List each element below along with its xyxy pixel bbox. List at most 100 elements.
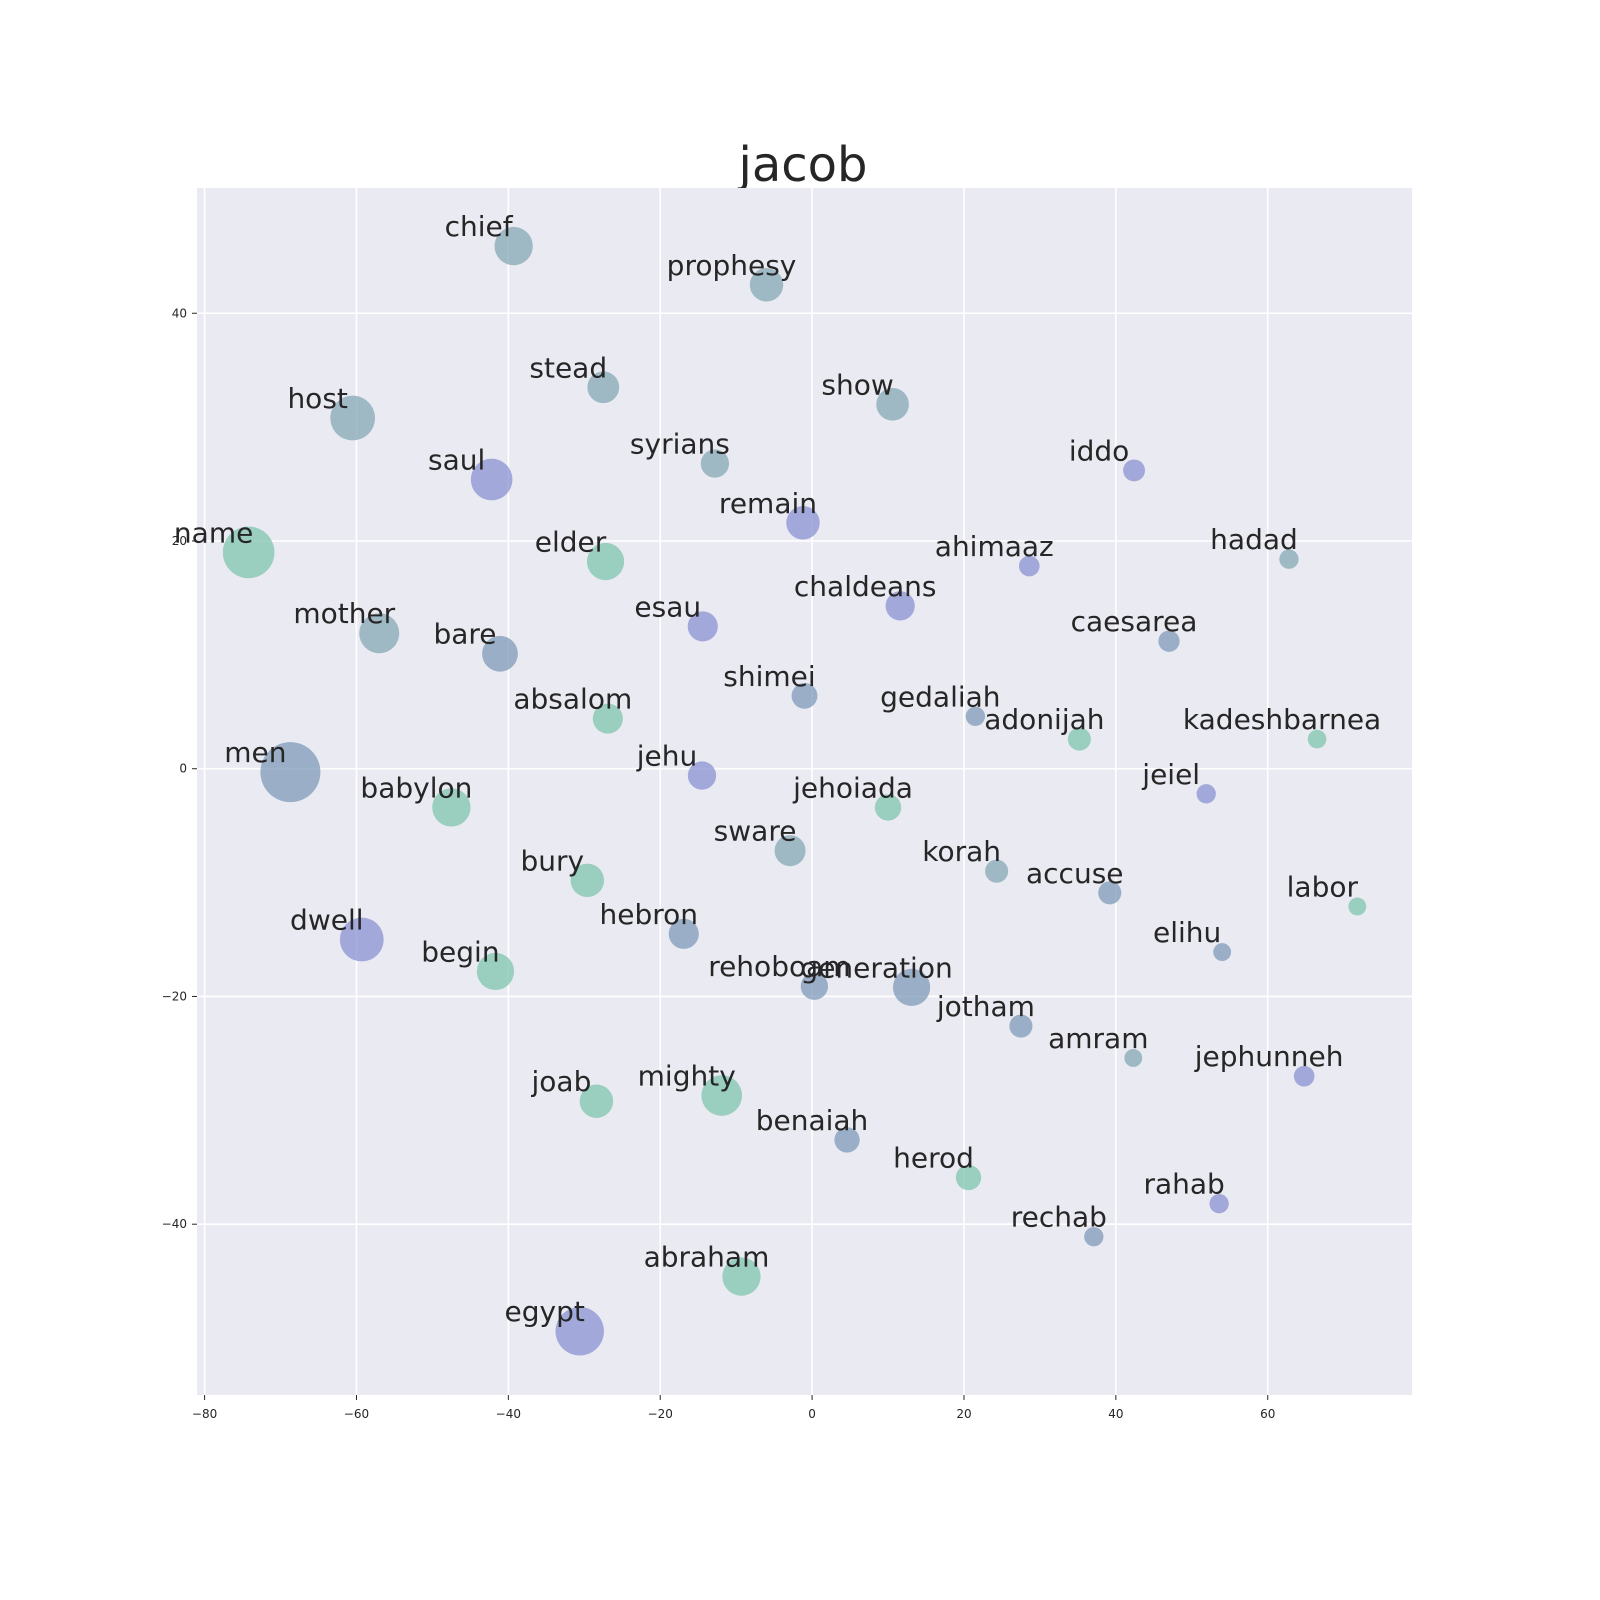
- point-gedaliah: [965, 706, 986, 727]
- x-tick-label: −40: [496, 1407, 521, 1421]
- point-rahab: [1209, 1194, 1229, 1214]
- point-benaiah: [834, 1127, 860, 1153]
- point-sware: [774, 835, 806, 867]
- point-men: [260, 742, 321, 803]
- point-label-chief: chief: [445, 210, 514, 243]
- point-label-jeiel: jeiel: [1141, 758, 1200, 791]
- chart-title: jacob: [738, 137, 868, 193]
- point-dwell: [339, 917, 384, 962]
- point-label-joab: joab: [531, 1065, 592, 1098]
- point-absalom: [592, 703, 623, 734]
- point-abraham: [722, 1257, 761, 1296]
- point-label-show: show: [821, 368, 893, 401]
- point-adonijah: [1067, 727, 1091, 751]
- point-caesarea: [1158, 630, 1180, 652]
- point-korah: [985, 859, 1009, 883]
- point-label-kadeshbarnea: kadeshbarnea: [1183, 703, 1381, 736]
- point-label-remain: remain: [719, 487, 817, 520]
- x-axis-ticks: −80 −60 −40 −20 0 20 40 60: [192, 1395, 1275, 1421]
- point-label-hadad: hadad: [1210, 523, 1298, 556]
- point-hebron: [668, 918, 699, 949]
- point-syrians: [700, 449, 730, 478]
- point-bare: [482, 635, 518, 672]
- point-mighty: [701, 1075, 743, 1116]
- point-label-name: name: [174, 516, 253, 549]
- y-tick-label: −40: [162, 1217, 187, 1231]
- point-esau: [687, 611, 718, 642]
- point-label-ahimaaz: ahimaaz: [935, 530, 1054, 563]
- point-label-shimei: shimei: [723, 660, 815, 693]
- point-rehoboam: [800, 972, 829, 1000]
- y-tick-label: 20: [172, 534, 187, 548]
- point-label-bare: bare: [433, 618, 496, 651]
- point-label-men: men: [224, 736, 286, 769]
- point-label-host: host: [287, 382, 347, 415]
- x-tick-label: −20: [648, 1407, 673, 1421]
- point-label-generation: generation: [800, 951, 952, 984]
- point-label-stead: stead: [529, 351, 607, 384]
- point-label-elihu: elihu: [1153, 916, 1221, 949]
- x-tick-label: 20: [956, 1407, 971, 1421]
- point-label-abraham: abraham: [644, 1241, 770, 1274]
- point-label-adonijah: adonijah: [984, 703, 1104, 736]
- y-tick-label: 0: [179, 762, 187, 776]
- grid-lines: [197, 188, 1412, 1395]
- point-chief: [494, 226, 533, 266]
- point-elihu: [1213, 943, 1232, 961]
- point-jeiel: [1196, 784, 1216, 804]
- x-tick-label: 60: [1260, 1407, 1275, 1421]
- point-labor: [1348, 897, 1367, 916]
- point-amram: [1124, 1049, 1143, 1067]
- point-label-chaldeans: chaldeans: [794, 570, 937, 603]
- point-name: [222, 526, 275, 579]
- point-joab: [579, 1084, 614, 1118]
- point-bury: [570, 863, 605, 898]
- point-chaldeans: [885, 591, 915, 621]
- point-label-jehu: jehu: [636, 740, 698, 773]
- point-label-labor: labor: [1287, 871, 1359, 904]
- point-babylon: [432, 788, 471, 827]
- point-kadeshbarnea: [1307, 729, 1327, 749]
- point-ahimaaz: [1018, 555, 1040, 577]
- point-generation: [892, 968, 931, 1006]
- point-label-hebron: hebron: [599, 898, 698, 931]
- point-hadad: [1279, 549, 1299, 569]
- point-jehoiada: [874, 794, 902, 821]
- point-accuse: [1098, 881, 1122, 905]
- point-label-korah: korah: [922, 835, 1001, 868]
- x-tick-label: −80: [192, 1407, 217, 1421]
- point-mother: [359, 613, 400, 654]
- point-label-syrians: syrians: [630, 428, 730, 461]
- x-tick-label: 40: [1108, 1407, 1123, 1421]
- point-elder: [586, 542, 625, 581]
- y-axis-ticks: −40 −20 0 20 40: [162, 306, 197, 1231]
- point-egypt: [555, 1307, 604, 1356]
- point-label-saul: saul: [428, 444, 485, 477]
- point-jehu: [687, 761, 717, 790]
- data-labels: chief prophesy stead show host syrians iddo sau…: [174, 210, 1381, 1328]
- point-label-accuse: accuse: [1026, 857, 1124, 890]
- point-shimei: [791, 682, 818, 709]
- point-jephunneh: [1293, 1065, 1315, 1087]
- point-label-jehoiada: jehoiada: [792, 771, 913, 804]
- x-tick-label: −60: [344, 1407, 369, 1421]
- point-rechab: [1084, 1227, 1104, 1247]
- point-label-herod: herod: [893, 1142, 974, 1175]
- point-label-jephunneh: jephunneh: [1194, 1040, 1344, 1073]
- point-show: [876, 388, 909, 421]
- point-label-rehoboam: rehoboam: [708, 950, 850, 983]
- point-herod: [955, 1164, 982, 1191]
- point-host: [330, 395, 376, 441]
- point-begin: [476, 952, 515, 991]
- point-label-jotham: jotham: [936, 990, 1035, 1023]
- point-label-prophesy: prophesy: [667, 249, 797, 282]
- point-label-amram: amram: [1048, 1022, 1148, 1055]
- point-label-babylon: babylon: [360, 771, 472, 804]
- data-points: [222, 226, 1367, 1356]
- point-label-esau: esau: [634, 590, 701, 623]
- point-jotham: [1009, 1014, 1033, 1038]
- point-label-gedaliah: gedaliah: [880, 680, 1000, 713]
- y-tick-label: −20: [162, 989, 187, 1003]
- point-label-egypt: egypt: [505, 1295, 585, 1328]
